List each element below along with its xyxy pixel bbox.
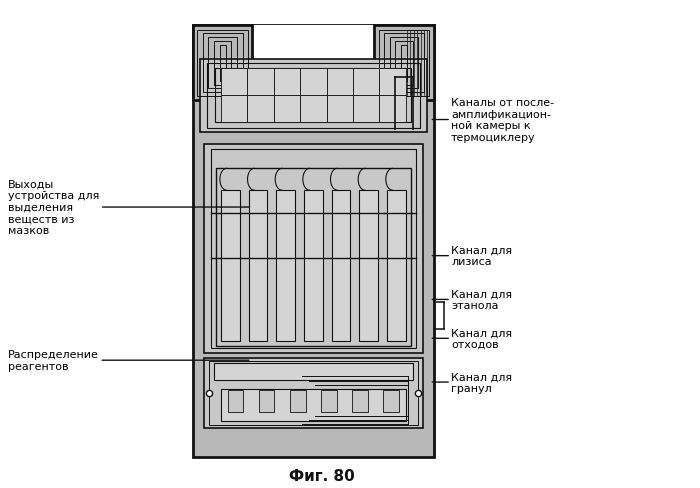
Bar <box>290 390 305 413</box>
Bar <box>379 69 406 96</box>
Bar <box>197 30 248 97</box>
Text: Распределение
реагентов: Распределение реагентов <box>8 350 249 371</box>
Bar <box>379 30 430 97</box>
Bar <box>247 96 274 122</box>
Bar <box>353 69 379 96</box>
Bar <box>221 389 406 421</box>
Bar <box>300 69 327 96</box>
Bar <box>214 363 413 380</box>
Bar <box>374 26 434 101</box>
Bar <box>332 191 351 341</box>
Bar <box>274 96 300 122</box>
Bar <box>327 69 353 96</box>
Bar <box>216 69 412 122</box>
Bar <box>221 96 247 122</box>
Bar <box>321 390 337 413</box>
Bar <box>327 96 353 122</box>
Bar <box>204 144 424 353</box>
Bar <box>221 191 240 341</box>
Bar <box>220 46 226 81</box>
Bar <box>248 191 267 341</box>
Text: Выходы
устройства для
выделения
веществ из
мазков: Выходы устройства для выделения веществ … <box>8 180 249 236</box>
Bar <box>200 60 427 132</box>
Bar <box>259 390 274 413</box>
Text: Каналы от после-
амплификацион-
ной камеры к
термоциклеру: Каналы от после- амплификацион- ной каме… <box>433 98 554 142</box>
Bar <box>300 96 327 122</box>
Text: Канал для
отходов: Канал для отходов <box>433 328 512 349</box>
Text: Канал для
лизиса: Канал для лизиса <box>433 245 512 267</box>
Text: Канал для
этанола: Канал для этанола <box>433 289 512 310</box>
Bar <box>390 38 419 89</box>
Bar <box>401 46 407 81</box>
Bar <box>247 69 274 96</box>
Bar <box>224 75 403 117</box>
Bar <box>359 191 378 341</box>
Bar <box>209 38 237 89</box>
Bar <box>228 390 244 413</box>
Bar <box>211 149 416 348</box>
Bar <box>216 169 411 346</box>
Bar <box>352 390 368 413</box>
Bar <box>204 358 424 428</box>
Bar <box>207 63 420 128</box>
Bar <box>387 191 406 341</box>
Bar <box>276 191 295 341</box>
Bar <box>384 34 424 93</box>
Bar <box>203 34 243 93</box>
Text: Фиг. 80: Фиг. 80 <box>289 468 355 484</box>
Bar <box>193 26 434 458</box>
Bar <box>193 26 253 101</box>
Bar <box>274 69 300 96</box>
Text: Канал для
гранул: Канал для гранул <box>433 371 512 393</box>
Bar <box>353 96 379 122</box>
Bar <box>304 191 323 341</box>
Bar <box>253 26 374 101</box>
Bar <box>209 361 418 426</box>
Bar <box>214 42 232 85</box>
Bar <box>221 69 247 96</box>
Bar <box>395 42 413 85</box>
Bar <box>384 390 399 413</box>
Bar <box>379 96 406 122</box>
